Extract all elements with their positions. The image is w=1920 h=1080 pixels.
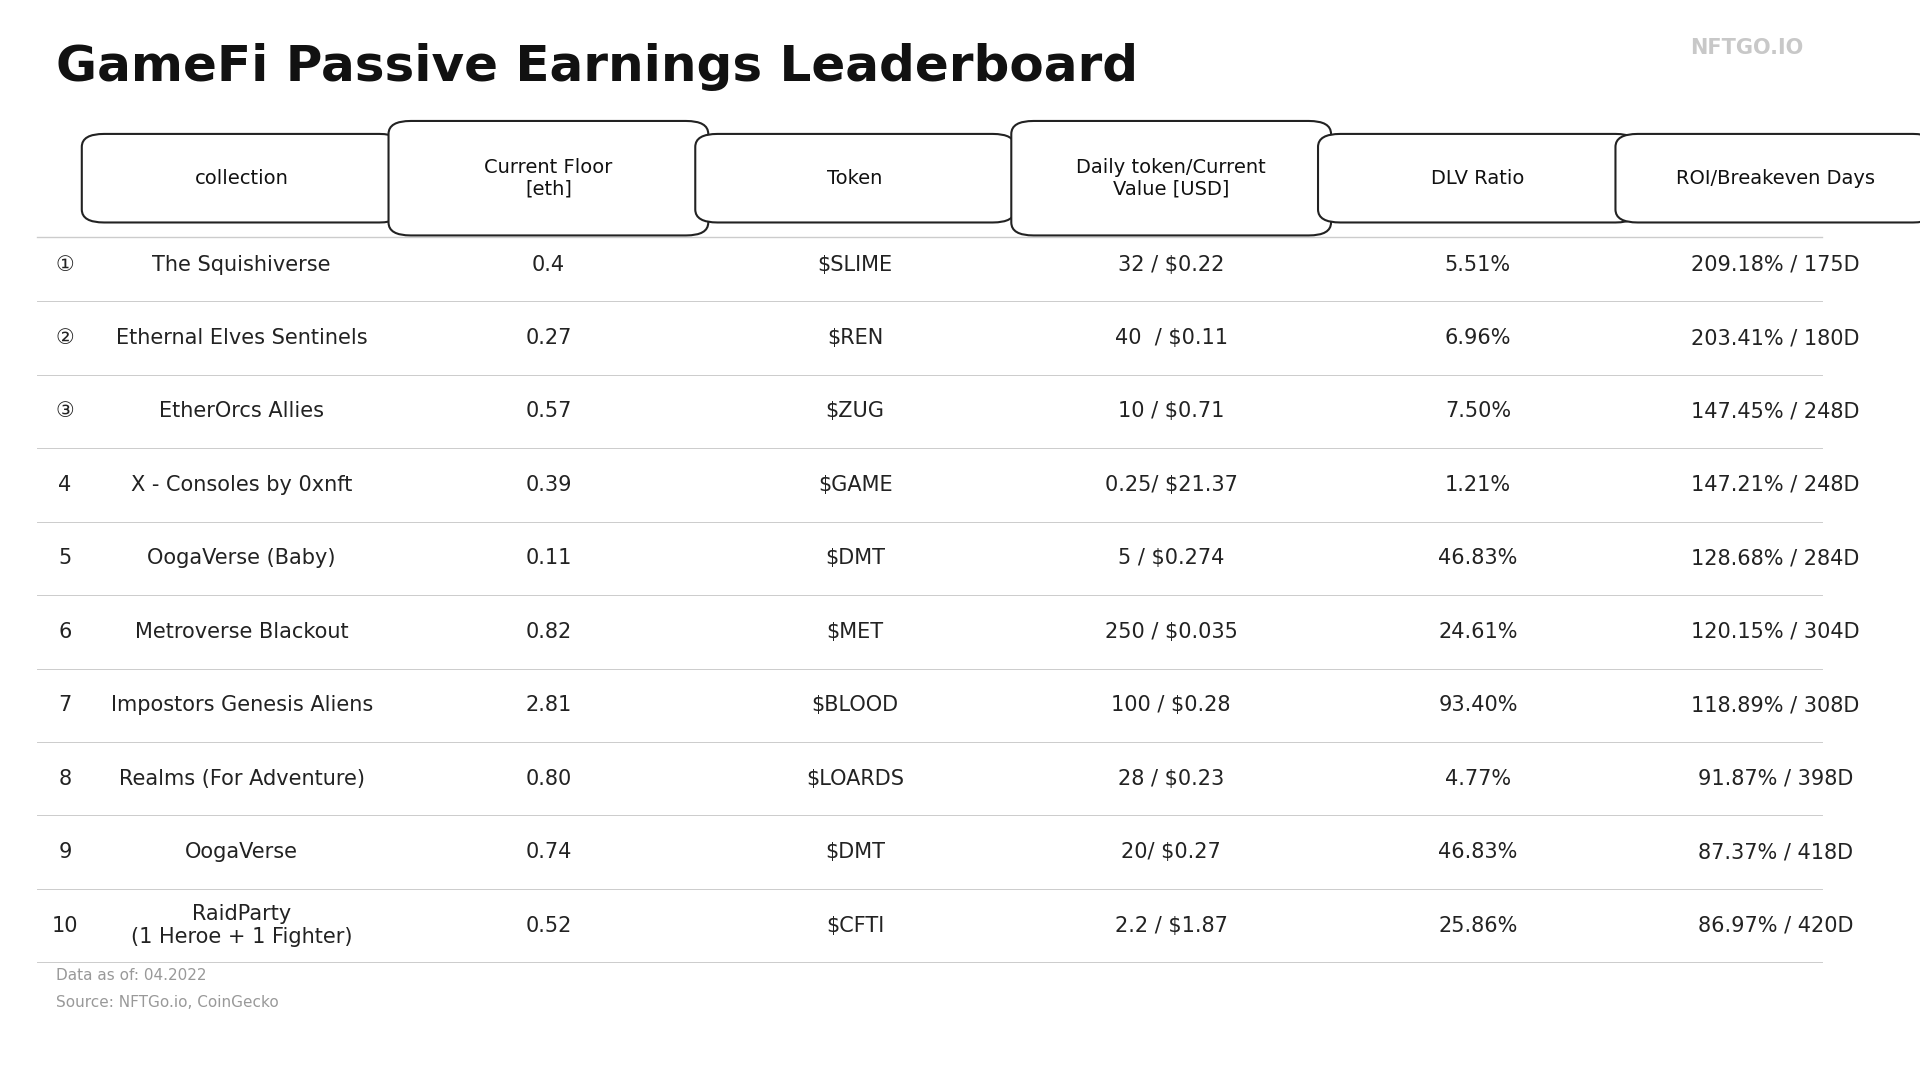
Text: 100 / $0.28: 100 / $0.28 [1112,696,1231,715]
Text: 1.21%: 1.21% [1446,475,1511,495]
Text: 4: 4 [58,475,71,495]
Text: 250 / $0.035: 250 / $0.035 [1104,622,1238,642]
Text: Metroverse Blackout: Metroverse Blackout [134,622,349,642]
Text: 91.87% / 398D: 91.87% / 398D [1697,769,1853,788]
Text: ②: ② [56,328,75,348]
FancyBboxPatch shape [83,134,401,222]
Text: OogaVerse: OogaVerse [184,842,298,862]
Text: The Squishiverse: The Squishiverse [152,255,330,274]
Text: 0.82: 0.82 [526,622,572,642]
Text: 5.51%: 5.51% [1446,255,1511,274]
Text: 4.77%: 4.77% [1446,769,1511,788]
Text: Daily token/Current
Value [USD]: Daily token/Current Value [USD] [1077,158,1265,199]
Text: OogaVerse (Baby): OogaVerse (Baby) [148,549,336,568]
Text: $DMT: $DMT [826,842,885,862]
Text: GameFi Passive Earnings Leaderboard: GameFi Passive Earnings Leaderboard [56,43,1139,91]
Text: 32 / $0.22: 32 / $0.22 [1117,255,1225,274]
Text: $SLIME: $SLIME [818,255,893,274]
Text: 0.57: 0.57 [526,402,572,421]
Text: 147.45% / 248D: 147.45% / 248D [1692,402,1860,421]
Text: 0.52: 0.52 [526,916,572,935]
FancyBboxPatch shape [1012,121,1331,235]
Text: 0.74: 0.74 [526,842,572,862]
Text: 8: 8 [58,769,71,788]
Text: $CFTI: $CFTI [826,916,885,935]
Text: NFTGO.IO: NFTGO.IO [1690,38,1803,58]
Text: 86.97% / 420D: 86.97% / 420D [1697,916,1853,935]
Text: 87.37% / 418D: 87.37% / 418D [1697,842,1853,862]
Text: 7: 7 [58,696,71,715]
Text: $LOARDS: $LOARDS [806,769,904,788]
Text: 6.96%: 6.96% [1444,328,1511,348]
Text: 28 / $0.23: 28 / $0.23 [1117,769,1225,788]
Text: 0.4: 0.4 [532,255,564,274]
Text: 0.39: 0.39 [526,475,572,495]
Text: collection: collection [194,168,288,188]
Text: ③: ③ [56,402,75,421]
Text: $BLOOD: $BLOOD [812,696,899,715]
FancyBboxPatch shape [1317,134,1638,222]
Text: 0.80: 0.80 [526,769,572,788]
Text: 209.18% / 175D: 209.18% / 175D [1692,255,1860,274]
Text: 120.15% / 304D: 120.15% / 304D [1692,622,1860,642]
Text: 118.89% / 308D: 118.89% / 308D [1692,696,1860,715]
Text: Ethernal Elves Sentinels: Ethernal Elves Sentinels [115,328,367,348]
Text: 10: 10 [52,916,79,935]
Text: 46.83%: 46.83% [1438,549,1517,568]
FancyBboxPatch shape [1615,134,1920,222]
Text: X - Consoles by 0xnft: X - Consoles by 0xnft [131,475,353,495]
Text: 147.21% / 248D: 147.21% / 248D [1692,475,1860,495]
FancyBboxPatch shape [695,134,1016,222]
Text: 46.83%: 46.83% [1438,842,1517,862]
Text: Current Floor
[eth]: Current Floor [eth] [484,158,612,199]
Text: Realms (For Adventure): Realms (For Adventure) [119,769,365,788]
Text: 0.11: 0.11 [526,549,572,568]
Text: RaidParty
(1 Heroe + 1 Fighter): RaidParty (1 Heroe + 1 Fighter) [131,904,353,947]
Text: 0.27: 0.27 [526,328,572,348]
Text: 20/ $0.27: 20/ $0.27 [1121,842,1221,862]
Text: 6: 6 [58,622,71,642]
Text: 0.25/ $21.37: 0.25/ $21.37 [1104,475,1238,495]
Text: 2.81: 2.81 [526,696,572,715]
Text: 203.41% / 180D: 203.41% / 180D [1692,328,1860,348]
Text: Source: NFTGo.io, CoinGecko: Source: NFTGo.io, CoinGecko [56,995,278,1010]
Text: Token: Token [828,168,883,188]
Text: 9: 9 [58,842,71,862]
Text: 2.2 / $1.87: 2.2 / $1.87 [1116,916,1227,935]
Text: Data as of: 04.2022: Data as of: 04.2022 [56,968,205,983]
Text: 40  / $0.11: 40 / $0.11 [1116,328,1227,348]
FancyBboxPatch shape [388,121,708,235]
Text: 5 / $0.274: 5 / $0.274 [1117,549,1225,568]
Text: ROI/Breakeven Days: ROI/Breakeven Days [1676,168,1874,188]
Text: EtherOrcs Allies: EtherOrcs Allies [159,402,324,421]
Text: $GAME: $GAME [818,475,893,495]
Text: 5: 5 [58,549,71,568]
Text: 25.86%: 25.86% [1438,916,1517,935]
Text: 7.50%: 7.50% [1446,402,1511,421]
Text: 24.61%: 24.61% [1438,622,1517,642]
Text: 128.68% / 284D: 128.68% / 284D [1692,549,1860,568]
Text: $DMT: $DMT [826,549,885,568]
Text: $REN: $REN [828,328,883,348]
Text: $ZUG: $ZUG [826,402,885,421]
Text: ①: ① [56,255,75,274]
Text: 93.40%: 93.40% [1438,696,1517,715]
Text: DLV Ratio: DLV Ratio [1430,168,1524,188]
Text: $MET: $MET [828,622,883,642]
Text: Impostors Genesis Aliens: Impostors Genesis Aliens [111,696,372,715]
Text: 10 / $0.71: 10 / $0.71 [1117,402,1225,421]
